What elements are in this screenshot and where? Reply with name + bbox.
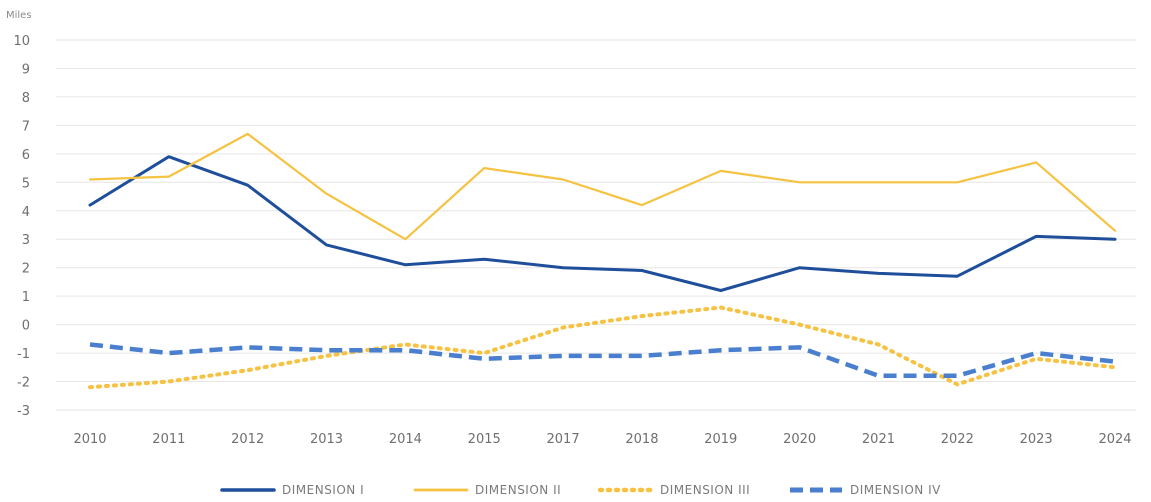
y-tick-label: 6 xyxy=(22,148,30,163)
x-tick-label: 2020 xyxy=(783,432,816,447)
series-line-4 xyxy=(89,342,1116,379)
legend-label-3: DIMENSION III xyxy=(660,483,750,497)
x-tick-label: 2015 xyxy=(468,432,501,447)
series-line-2 xyxy=(88,132,1117,241)
y-tick-label: 7 xyxy=(22,119,30,134)
x-tick-label: 2017 xyxy=(547,432,580,447)
x-tick-label: 2011 xyxy=(152,432,185,447)
x-tick-label: 2023 xyxy=(1020,432,1053,447)
x-axis-ticks: 2010 2011 2012 2013 2014 2015 2017 2018 2019 2020… xyxy=(73,432,1131,447)
series-line-3 xyxy=(88,305,1117,390)
y-axis-label: Miles xyxy=(6,10,32,21)
x-tick-label: 2010 xyxy=(73,432,106,447)
y-tick-label: -2 xyxy=(17,376,30,391)
x-tick-label: 2018 xyxy=(625,432,658,447)
legend-label-1: DIMENSION I xyxy=(282,483,364,497)
y-tick-label: 2 xyxy=(22,262,30,277)
legend: DIMENSION I DIMENSION II DIMENSION III DIME… xyxy=(220,483,941,497)
y-tick-label: 1 xyxy=(22,290,30,305)
y-tick-label: -1 xyxy=(17,347,30,362)
y-tick-label: -3 xyxy=(17,404,30,419)
series-line-1 xyxy=(88,155,1117,292)
y-tick-label: 9 xyxy=(22,62,30,77)
x-tick-label: 2012 xyxy=(231,432,264,447)
y-tick-label: 8 xyxy=(22,91,30,106)
series-lines xyxy=(88,132,1117,390)
x-tick-label: 2024 xyxy=(1098,432,1131,447)
x-tick-label: 2022 xyxy=(941,432,974,447)
y-tick-label: 0 xyxy=(22,319,30,334)
y-tick-label: 3 xyxy=(22,233,30,248)
x-tick-label: 2019 xyxy=(704,432,737,447)
x-tick-label: 2021 xyxy=(862,432,895,447)
x-tick-label: 2013 xyxy=(310,432,343,447)
y-tick-label: 4 xyxy=(22,205,30,220)
y-tick-label: 5 xyxy=(22,176,30,191)
legend-label-4: DIMENSION IV xyxy=(850,483,941,497)
y-tick-label: 10 xyxy=(13,34,30,49)
x-tick-label: 2014 xyxy=(389,432,422,447)
legend-label-2: DIMENSION II xyxy=(475,483,561,497)
